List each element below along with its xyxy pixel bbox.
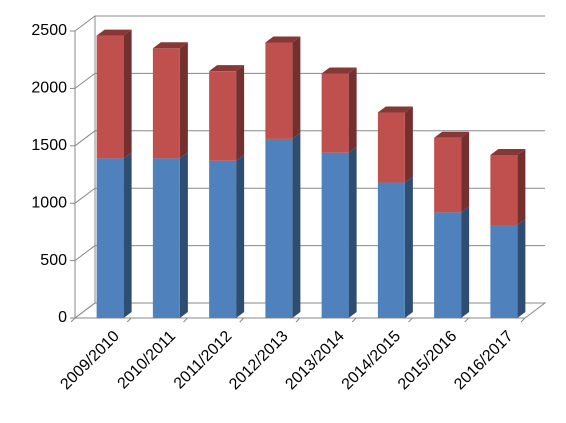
x-tick (239, 317, 245, 323)
bar-top (377, 106, 413, 113)
bar-side (404, 176, 413, 318)
bar-side (517, 148, 526, 226)
bar-top (434, 131, 470, 138)
bar (377, 182, 405, 318)
bar-side (236, 154, 245, 318)
x-tick (70, 317, 76, 323)
bar-side (404, 106, 413, 183)
bar-side (348, 67, 357, 153)
grid-line (74, 245, 545, 262)
y-tick-label: 2000 (31, 80, 67, 97)
x-tick-label: 2014/2015 (339, 328, 405, 394)
y-tick-label: 0 (58, 309, 67, 326)
bar-side (461, 206, 470, 318)
bar (152, 48, 180, 159)
grid-line (74, 302, 545, 319)
floor (73, 302, 547, 319)
bar (377, 112, 405, 183)
y-tick-label: 500 (40, 252, 67, 269)
bar (96, 35, 124, 159)
grid-line (74, 15, 545, 32)
bar-side (123, 29, 132, 159)
bar (434, 212, 462, 318)
bar-side (179, 152, 188, 318)
grid-line (74, 130, 545, 147)
x-tick-label: 2010/2011 (115, 328, 180, 393)
bar (96, 158, 124, 318)
x-tick (126, 317, 132, 323)
bar-top (209, 65, 245, 72)
bar (209, 160, 237, 318)
x-tick (351, 317, 357, 323)
bar-top (490, 148, 526, 155)
bar-top (96, 29, 132, 36)
bar (152, 158, 180, 318)
bar (434, 137, 462, 213)
x-tick (520, 317, 526, 323)
bar-side (292, 132, 301, 318)
x-tick (464, 317, 470, 323)
x-tick-label: 2012/2013 (226, 328, 292, 394)
bar-top (321, 67, 357, 74)
x-tick (183, 317, 188, 323)
bar-side (236, 65, 245, 161)
y-tick-label: 1500 (31, 137, 67, 154)
bar-side (123, 152, 132, 318)
bar (321, 73, 349, 153)
bar-top (265, 36, 301, 43)
x-tick (408, 317, 413, 323)
x-tick-label: 2009/2010 (57, 328, 123, 394)
x-tick-label: 2015/2016 (395, 328, 461, 394)
bar-side (179, 42, 188, 159)
bar-side (517, 219, 526, 318)
bar (490, 154, 518, 226)
bar-side (292, 36, 301, 139)
y-tick-label: 2500 (31, 22, 67, 39)
bar-side (348, 146, 357, 318)
x-tick (295, 317, 301, 323)
grid-line (74, 187, 545, 204)
bar (321, 152, 349, 318)
x-tick-label: 2011/2012 (171, 328, 236, 393)
bar-top (152, 42, 188, 49)
bar (265, 42, 293, 139)
y-tick-label: 1000 (31, 194, 67, 211)
grid-line (74, 72, 545, 89)
bar-side (461, 131, 470, 213)
bar (265, 138, 293, 318)
x-tick-label: 2016/2017 (451, 328, 517, 394)
bar (490, 225, 518, 318)
bar (209, 71, 237, 161)
x-tick-label: 2013/2014 (282, 328, 348, 394)
